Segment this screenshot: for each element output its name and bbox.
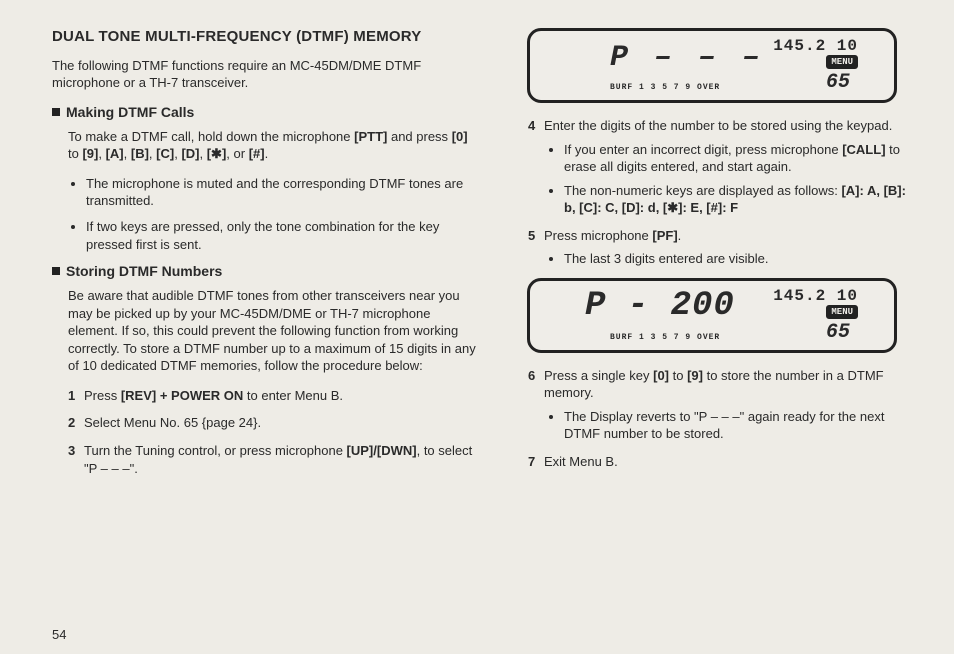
txt: Press microphone bbox=[544, 228, 652, 243]
txt: Turn the Tuning control, or press microp… bbox=[84, 443, 347, 458]
lcd-menu-number: 65 bbox=[826, 71, 850, 94]
key-up-dwn: [UP]/[DWN] bbox=[347, 443, 417, 458]
intro-paragraph: The following DTMF functions require an … bbox=[52, 57, 482, 92]
key-9: [9] bbox=[687, 368, 703, 383]
square-bullet-icon bbox=[52, 267, 60, 275]
key-a: [A] bbox=[106, 146, 124, 161]
storing-steps-cont2: 6 Press a single key [0] to [9] to store… bbox=[528, 367, 912, 471]
txt: Exit Menu B. bbox=[544, 454, 618, 469]
step-3: 3 Turn the Tuning control, or press micr… bbox=[68, 442, 482, 477]
txt: If you enter an incorrect digit, press m… bbox=[564, 142, 842, 157]
key-hash: [#] bbox=[249, 146, 265, 161]
key-ptt: [PTT] bbox=[354, 129, 387, 144]
bullet-item: The last 3 digits entered are visible. bbox=[564, 250, 912, 268]
txt: Press bbox=[84, 388, 121, 403]
lcd-menu-number: 65 bbox=[826, 321, 850, 344]
key-pf: [PF] bbox=[652, 228, 677, 243]
txt: to bbox=[68, 146, 82, 161]
key-call: [CALL] bbox=[842, 142, 885, 157]
lcd-main-readout: P - 200 bbox=[585, 287, 735, 325]
making-calls-paragraph: To make a DTMF call, hold down the micro… bbox=[68, 128, 482, 163]
txt: . bbox=[678, 228, 682, 243]
bullet-item: The microphone is muted and the correspo… bbox=[86, 175, 482, 210]
key-d: [D] bbox=[181, 146, 199, 161]
lcd-meter-scale: BURF 1 3 5 7 9 OVER bbox=[610, 83, 720, 92]
square-bullet-icon bbox=[52, 108, 60, 116]
bullet-item: If two keys are pressed, only the tone c… bbox=[86, 218, 482, 253]
txt: Select Menu No. 65 {page 24}. bbox=[84, 415, 261, 430]
txt: and press bbox=[387, 129, 451, 144]
txt: Press a single key bbox=[544, 368, 653, 383]
page-number: 54 bbox=[52, 627, 66, 642]
key-b: [B] bbox=[131, 146, 149, 161]
key-0: [0] bbox=[452, 129, 468, 144]
key-9: [9] bbox=[82, 146, 98, 161]
step-2: 2 Select Menu No. 65 {page 24}. bbox=[68, 414, 482, 432]
txt: to enter Menu B. bbox=[243, 388, 343, 403]
storing-steps: 1 Press [REV] + POWER ON to enter Menu B… bbox=[68, 387, 482, 477]
heading-text: Storing DTMF Numbers bbox=[66, 263, 222, 279]
lcd-display-2: 145.2 10 MENU P - 200 65 BURF 1 3 5 7 9 … bbox=[527, 278, 897, 353]
txt: , bbox=[98, 146, 105, 161]
step-5: 5 Press microphone [PF]. The last 3 digi… bbox=[528, 227, 912, 268]
storing-intro-paragraph: Be aware that audible DTMF tones from ot… bbox=[68, 287, 482, 375]
making-calls-bullets: The microphone is muted and the correspo… bbox=[86, 175, 482, 253]
bullet-item: The Display reverts to "P – – –" again r… bbox=[564, 408, 912, 443]
txt: , bbox=[124, 146, 131, 161]
txt: , bbox=[199, 146, 206, 161]
bullet-item: The non-numeric keys are displayed as fo… bbox=[564, 182, 912, 217]
lcd-menu-label: MENU bbox=[826, 55, 858, 69]
step-1: 1 Press [REV] + POWER ON to enter Menu B… bbox=[68, 387, 482, 405]
txt: , or bbox=[226, 146, 248, 161]
page-title: DUAL TONE MULTI-FREQUENCY (DTMF) MEMORY bbox=[52, 28, 482, 47]
section-making-calls-heading: Making DTMF Calls bbox=[52, 104, 482, 120]
key-star: [✱] bbox=[207, 146, 227, 161]
txt: . bbox=[265, 146, 269, 161]
lcd-frequency: 145.2 10 bbox=[773, 37, 858, 55]
right-column: 145.2 10 MENU P – – – 65 BURF 1 3 5 7 9 … bbox=[512, 28, 912, 640]
lcd-main-readout: P – – – bbox=[610, 41, 764, 75]
txt: To make a DTMF call, hold down the micro… bbox=[68, 129, 354, 144]
txt: Enter the digits of the number to be sto… bbox=[544, 118, 892, 133]
section-storing-heading: Storing DTMF Numbers bbox=[52, 263, 482, 279]
bullet-item: If you enter an incorrect digit, press m… bbox=[564, 141, 912, 176]
lcd-menu-label: MENU bbox=[826, 305, 858, 319]
lcd-meter-scale: BURF 1 3 5 7 9 OVER bbox=[610, 333, 720, 342]
lcd-frequency: 145.2 10 bbox=[773, 287, 858, 305]
txt: to bbox=[669, 368, 687, 383]
left-column: DUAL TONE MULTI-FREQUENCY (DTMF) MEMORY … bbox=[52, 28, 482, 640]
storing-steps-cont: 4 Enter the digits of the number to be s… bbox=[528, 117, 912, 268]
step-6: 6 Press a single key [0] to [9] to store… bbox=[528, 367, 912, 443]
heading-text: Making DTMF Calls bbox=[66, 104, 194, 120]
step-7: 7 Exit Menu B. bbox=[528, 453, 912, 471]
step-4: 4 Enter the digits of the number to be s… bbox=[528, 117, 912, 217]
key-c: [C] bbox=[156, 146, 174, 161]
key-rev-power: [REV] + POWER ON bbox=[121, 388, 243, 403]
key-0: [0] bbox=[653, 368, 669, 383]
txt: The non-numeric keys are displayed as fo… bbox=[564, 183, 841, 198]
lcd-display-1: 145.2 10 MENU P – – – 65 BURF 1 3 5 7 9 … bbox=[527, 28, 897, 103]
